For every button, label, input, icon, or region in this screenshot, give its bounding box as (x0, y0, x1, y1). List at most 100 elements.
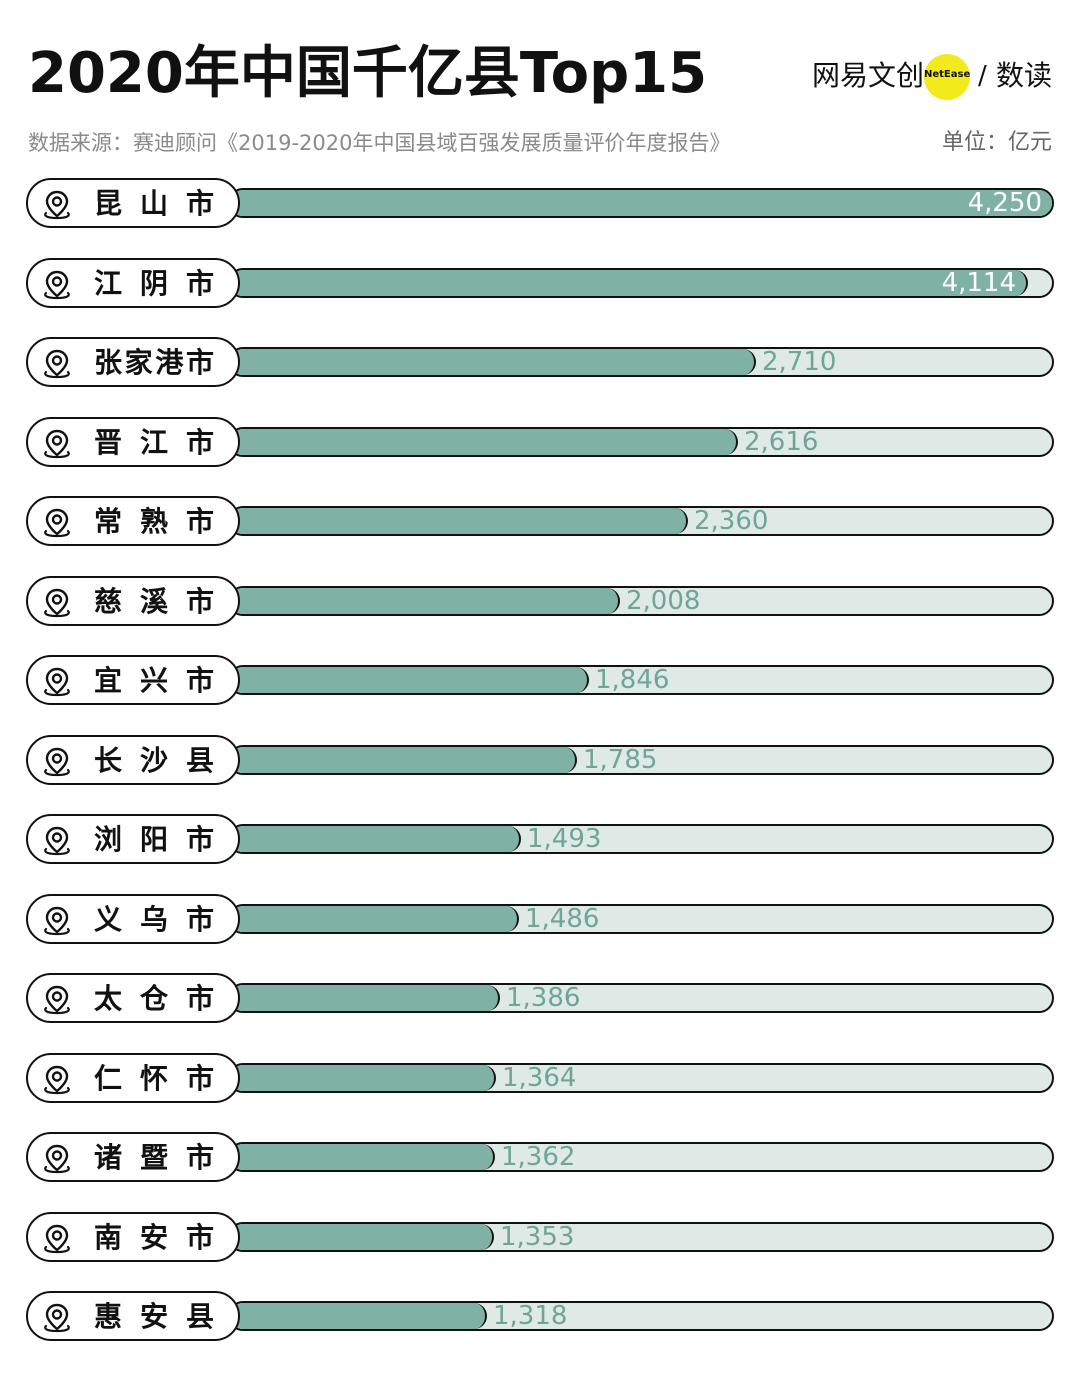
bar-track (228, 426, 1054, 457)
location-pin-icon (42, 1143, 72, 1175)
bar (230, 746, 577, 773)
bar-row: 晋江市 2,616 (0, 415, 1080, 471)
category-label: 常熟市 (94, 505, 214, 538)
data-label: 1,318 (493, 1301, 568, 1331)
bar-row: 诸暨市 1,362 (0, 1130, 1080, 1186)
data-label: 1,785 (583, 744, 658, 775)
brand-dot (924, 54, 970, 100)
unit-label: 单位：亿元 (941, 130, 1052, 155)
bar-row: 长沙县 1,785 (0, 733, 1080, 789)
bar-row: 慈溪市 2,008 (0, 574, 1080, 630)
location-pin-icon (42, 905, 72, 937)
bar-track (228, 188, 1054, 218)
category-label: 太仓市 (94, 982, 214, 1015)
bar-row: 惠安县 1,318 (0, 1289, 1080, 1345)
category-label: 惠安县 (94, 1300, 214, 1333)
city-label-pill: 常熟市 (26, 496, 240, 546)
location-pin-icon (42, 189, 72, 221)
category-label: 仁怀市 (94, 1061, 214, 1095)
bar-row: 江阴市 4,114 (0, 256, 1080, 312)
bar (230, 667, 589, 693)
brand-name: 网易文创 (812, 59, 925, 92)
location-pin-icon (42, 746, 72, 778)
category-label: 张家港市 (94, 346, 214, 379)
page-title: 2020年中国千亿县Top15 (28, 41, 708, 106)
bar-track (228, 744, 1054, 775)
location-pin-icon (42, 984, 72, 1016)
location-pin-icon (42, 269, 72, 301)
data-label: 1,486 (525, 903, 600, 934)
bar (230, 508, 688, 534)
bar-track (228, 506, 1054, 536)
bar-row: 浏阳市 1,493 (0, 812, 1080, 868)
data-label: 2,710 (762, 347, 837, 377)
location-pin-icon (42, 1223, 72, 1255)
bar (230, 428, 738, 455)
category-label: 昆山市 (94, 187, 214, 220)
bar (230, 985, 500, 1011)
bar-row: 昆山市 4,250 (0, 176, 1080, 232)
data-label: 1,364 (502, 1062, 577, 1093)
city-label-pill: 江阴市 (26, 257, 240, 308)
bar-row: 张家港市 2,710 (0, 335, 1080, 391)
data-label: 1,493 (527, 824, 602, 854)
location-pin-icon (42, 587, 72, 619)
city-label-pill: 长沙县 (26, 734, 240, 785)
bar (230, 1303, 487, 1329)
data-source: 数据来源：赛迪顾问《2019-2020年中国县域百强发展质量评价年度报告》 (28, 131, 731, 155)
bar-track (228, 1301, 1054, 1331)
city-label-pill: 慈溪市 (26, 575, 240, 626)
location-pin-icon (42, 825, 72, 857)
city-label-pill: 义乌市 (26, 893, 240, 944)
location-pin-icon (42, 348, 72, 380)
brand-sub: 数读 (996, 59, 1053, 92)
brand-logo: 网易文创 NetEase / 数读 (812, 52, 1054, 102)
bar-track (228, 903, 1054, 934)
location-pin-icon (42, 507, 72, 539)
category-label: 江阴市 (94, 266, 214, 300)
brand-slash: / (978, 61, 987, 91)
bar-row: 南安市 1,353 (0, 1210, 1080, 1266)
bar-chart: 昆山市 4,250 江阴市 4,114 张家港市 2,710 晋江市 2,616 常熟市 2,36… (0, 176, 1080, 1366)
data-label: 1,846 (595, 665, 670, 695)
bar (230, 269, 1028, 296)
bar (230, 1144, 495, 1170)
city-label-pill: 南安市 (26, 1211, 240, 1262)
bar (230, 905, 519, 932)
bar (230, 826, 521, 852)
bar (230, 190, 1052, 216)
bar-row: 宜兴市 1,846 (0, 653, 1080, 709)
bar-track (228, 983, 1054, 1013)
category-label: 诸暨市 (94, 1141, 214, 1174)
data-label: 1,386 (506, 983, 581, 1013)
bar-track (228, 1062, 1054, 1093)
data-label: 2,616 (744, 426, 819, 457)
category-label: 慈溪市 (94, 584, 214, 618)
category-label: 浏阳市 (94, 823, 214, 856)
city-label-pill: 晋江市 (26, 416, 240, 467)
category-label: 长沙县 (94, 743, 214, 777)
data-label: 1,362 (501, 1142, 576, 1172)
bar-track (228, 665, 1054, 695)
category-label: 义乌市 (94, 902, 214, 936)
category-label: 晋江市 (94, 425, 214, 459)
bar-track (228, 347, 1054, 377)
brand-badge: NetEase (924, 69, 971, 80)
bar-row: 仁怀市 1,364 (0, 1051, 1080, 1107)
bar-track (228, 1142, 1054, 1172)
bar (230, 587, 620, 614)
bar (230, 349, 756, 375)
city-label-pill: 浏阳市 (26, 814, 240, 864)
bar-track (228, 824, 1054, 854)
location-pin-icon (42, 666, 72, 698)
city-label-pill: 宜兴市 (26, 655, 240, 705)
bar-row: 太仓市 1,386 (0, 971, 1080, 1027)
data-label: 4,250 (967, 188, 1042, 218)
city-label-pill: 惠安县 (26, 1291, 240, 1341)
city-label-pill: 仁怀市 (26, 1052, 240, 1103)
location-pin-icon (42, 1302, 72, 1334)
city-label-pill: 昆山市 (26, 178, 240, 228)
data-label: 2,360 (694, 506, 769, 536)
bar-track (228, 585, 1054, 616)
location-pin-icon (42, 428, 72, 460)
